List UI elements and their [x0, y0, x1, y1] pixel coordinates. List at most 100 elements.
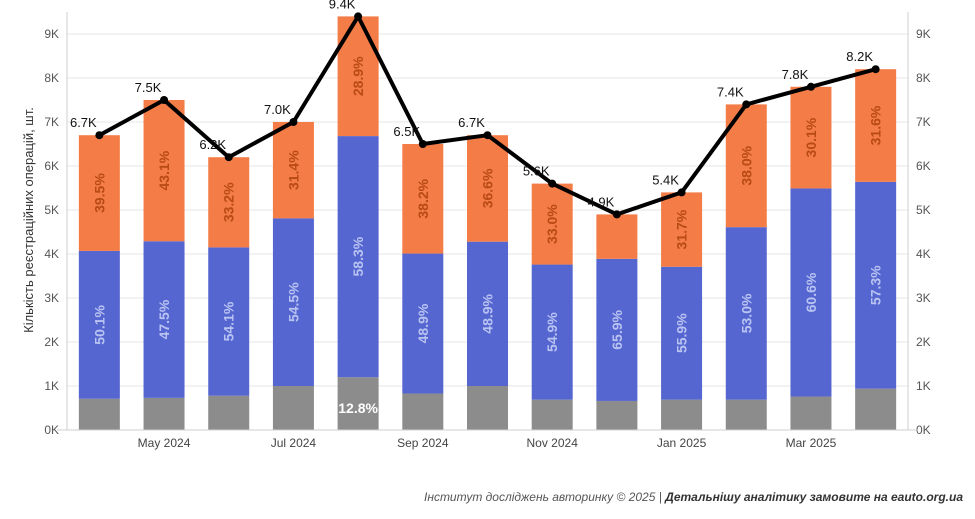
total-label: 9.4K: [329, 0, 356, 11]
footer-source: Інститут досліджень авторинку © 2025 |: [424, 490, 666, 504]
bar-segment: [531, 399, 573, 430]
bar-segment: [78, 398, 120, 430]
y-tick-label-right: 4K: [916, 247, 931, 261]
bar-segment: [596, 258, 638, 401]
bar-segment: [208, 157, 250, 248]
segment-label: 38.0%: [738, 145, 754, 185]
y-tick-label-right: 6K: [916, 159, 931, 173]
segment-label: 12.8%: [338, 400, 378, 416]
segment-label: 55.9%: [674, 313, 690, 353]
bar-segment: [272, 386, 314, 430]
y-tick-label-right: 5K: [916, 203, 931, 217]
footer-note: Інститут досліджень авторинку © 2025 | Д…: [424, 490, 963, 504]
bar-segment: [208, 247, 250, 396]
segment-label: 53.0%: [738, 293, 754, 333]
y-tick-label-left: 7K: [44, 115, 59, 129]
bars: [78, 16, 897, 430]
segment-label: 57.3%: [868, 265, 884, 305]
total-point: [548, 179, 557, 188]
total-label: 4.9K: [588, 194, 615, 209]
segment-label: 39.5%: [91, 173, 107, 213]
total-label: 6.2K: [199, 137, 226, 152]
bar-segment: [78, 250, 120, 399]
total-label: 6.7K: [458, 115, 485, 130]
total-label: 7.8K: [782, 67, 809, 82]
y-tick-label-left: 4K: [44, 247, 59, 261]
segment-label: 47.5%: [156, 299, 172, 339]
x-tick-label: Mar 2025: [786, 436, 837, 450]
x-tick-label: Jan 2025: [657, 436, 707, 450]
bar-segment: [467, 386, 508, 430]
y-tick-label-left: 1K: [44, 379, 59, 393]
y-tick-label-left: 8K: [44, 71, 59, 85]
segment-label: 48.9%: [415, 303, 431, 343]
bar-segment: [208, 395, 250, 430]
bar-segment: [661, 399, 703, 430]
y-tick-label-right: 7K: [916, 115, 931, 129]
y-tick-label-right: 0K: [916, 423, 931, 437]
total-label: 5.6K: [523, 164, 550, 179]
total-label: 7.5K: [135, 80, 162, 95]
bar-segment: [790, 188, 832, 397]
segment-label: 43.1%: [156, 150, 172, 190]
total-label: 6.7K: [70, 115, 97, 130]
segment-label: 38.2%: [415, 178, 431, 218]
bar-segment: [143, 100, 185, 242]
y-tick-label-right: 8K: [916, 71, 931, 85]
bar-segment: [725, 399, 767, 430]
segment-label: 58.3%: [350, 236, 366, 276]
bar-segment: [855, 69, 897, 182]
bar-segment: [790, 396, 832, 430]
y-axis-title: Кількість реєстраційних операцій, шт.: [21, 107, 36, 333]
bar-segment: [402, 144, 444, 254]
total-point: [806, 82, 815, 91]
segment-label: 48.9%: [480, 293, 496, 333]
total-point: [871, 65, 880, 74]
bar-segment: [596, 214, 638, 259]
total-line: [95, 12, 880, 219]
y-tick-label-right: 9K: [916, 27, 931, 41]
total-point: [354, 12, 363, 21]
segment-label: 60.6%: [803, 272, 819, 312]
total-point: [418, 140, 427, 148]
total-label: 6.5K: [393, 124, 420, 139]
y-tick-label-right: 3K: [916, 291, 931, 305]
segment-label: 33.0%: [544, 204, 560, 244]
bar-segment: [725, 227, 767, 400]
segment-label: 31.4%: [285, 150, 301, 190]
y-tick-label-left: 3K: [44, 291, 59, 305]
segment-label: 31.6%: [868, 105, 884, 145]
segment-label: 33.2%: [221, 182, 237, 222]
bar-segment: [402, 393, 444, 430]
bar-segment: [272, 122, 314, 219]
total-label: 7.4K: [717, 84, 744, 99]
bar-segment: [596, 400, 638, 430]
bar-segment: [531, 264, 573, 400]
total-labels: 6.7K 7.5K 6.2K 7.0K 9.4K 6.5K 6.7K 5.6K 4.9K 5.4K…: [70, 0, 873, 209]
y-tick-label-right: 1K: [916, 379, 931, 393]
x-tick-label: May 2024: [138, 436, 191, 450]
bar-segment: [467, 135, 508, 242]
total-point: [612, 210, 621, 219]
bar-segment: [467, 241, 508, 386]
footer-cta: Детальнішу аналітику замовите на eauto.o…: [665, 490, 963, 504]
x-tick-label: Sep 2024: [397, 436, 449, 450]
segment-labels: 50.1% 39.5% 47.5% 43.1% 54.1% 33.2% 54.5% 31.4%…: [91, 56, 883, 416]
y-tick-label-left: 0K: [44, 423, 59, 437]
bar-segment: [531, 183, 573, 265]
axes: 0K 0K 1K 1K 2K 2K 3K 3K 4K 4K 5K 5K 6K 6K 7K 7K 8K 8K 9K 9K…: [44, 12, 931, 450]
bar-segment: [78, 135, 120, 251]
total-label: 8.2K: [846, 49, 873, 64]
bar-segment: [143, 241, 185, 398]
x-tick-label: Jul 2024: [271, 436, 317, 450]
segment-label: 50.1%: [91, 304, 107, 344]
bar-segment: [661, 192, 703, 267]
bar-segment: [855, 181, 897, 389]
bar-segment: [337, 136, 379, 378]
bar-segment: [143, 397, 185, 430]
bar-segment: [790, 86, 832, 189]
segment-label: 28.9%: [350, 56, 366, 96]
total-point: [95, 131, 104, 140]
y-tick-label-left: 6K: [44, 159, 59, 173]
